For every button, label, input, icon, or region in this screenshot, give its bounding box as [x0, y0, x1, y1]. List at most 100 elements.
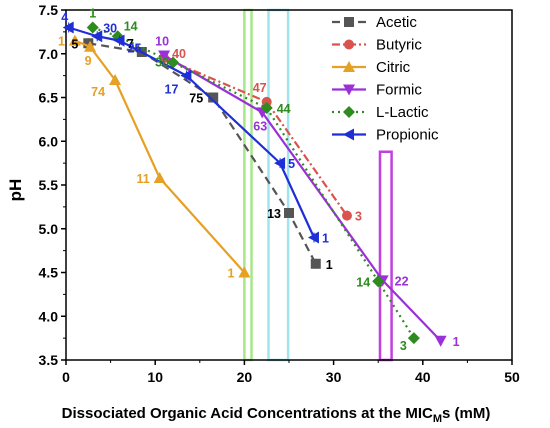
- data-label-formic: 1: [453, 335, 460, 349]
- data-label-citric: 1: [227, 267, 234, 281]
- x-axis-title-unit: (mM): [450, 405, 490, 422]
- data-label-formic: 22: [395, 274, 409, 288]
- highlight-band-3: [378, 150, 393, 362]
- data-label-acetic: 75: [189, 92, 203, 106]
- data-label-propionic: 1: [322, 232, 329, 246]
- y-tick-label: 7.5: [39, 2, 59, 18]
- x-axis-title-subscript: M: [433, 413, 442, 425]
- series-line-formic: [163, 54, 442, 342]
- y-tick-label: 4.0: [39, 308, 59, 324]
- data-label-citric: 1: [58, 35, 65, 49]
- x-axis-title: Dissociated Organic Acid Concentrations …: [62, 405, 491, 425]
- legend-label-formic: Formic: [376, 82, 422, 99]
- data-label-formic: 10: [155, 35, 169, 49]
- legend-label-acetic: Acetic: [376, 14, 417, 31]
- data-label-llactic: 44: [277, 102, 291, 116]
- y-tick-label: 6.0: [39, 133, 59, 149]
- y-axis: 3.5 4.0 4.5 5.0 5.5 6.0 6.5 7.0 7.5: [39, 2, 66, 368]
- data-point-formic: [158, 50, 171, 62]
- y-tick-label: 5.5: [39, 177, 59, 193]
- data-label-butyric: 40: [172, 47, 186, 61]
- data-point-llactic: [407, 332, 420, 345]
- data-label-llactic: 3: [400, 339, 407, 353]
- data-label-llactic: 14: [356, 275, 370, 289]
- data-point-propionic: [274, 157, 286, 170]
- data-label-butyric: 47: [253, 81, 267, 95]
- y-axis-title: pH: [6, 179, 25, 202]
- data-label-formic: 63: [253, 119, 267, 133]
- highlight-band-2: [267, 8, 290, 362]
- data-point-acetic: [83, 38, 94, 49]
- data-label-acetic: 1: [326, 258, 333, 272]
- data-point-acetic: [310, 258, 321, 269]
- data-point-acetic: [284, 208, 294, 218]
- y-tick-label: 6.5: [39, 90, 59, 106]
- x-tick-label: 0: [62, 369, 70, 385]
- data-label-propionic: 25: [128, 42, 142, 56]
- data-point-propionic: [307, 231, 319, 244]
- series-line-citric: [74, 39, 246, 274]
- data-label-acetic: 13: [267, 207, 281, 221]
- series-propionic: [62, 21, 319, 244]
- x-tick-label: 20: [237, 369, 253, 385]
- data-label-acetic: 5: [71, 37, 78, 51]
- series-line-llactic: [92, 26, 415, 339]
- x-axis: 0 10 20 30 40 50: [62, 360, 520, 385]
- highlight-bands: [243, 8, 393, 362]
- data-point-llactic: [260, 102, 273, 114]
- series-citric: [68, 34, 251, 278]
- data-label-llactic: 30: [155, 56, 169, 70]
- data-point-butyric: [261, 96, 272, 107]
- x-tick-label: 30: [326, 369, 342, 385]
- data-label-propionic: 30: [103, 21, 117, 35]
- data-point-citric: [68, 34, 81, 46]
- data-label-llactic: 1: [89, 7, 96, 21]
- data-point-propionic: [113, 34, 125, 47]
- x-tick-label: 40: [415, 369, 431, 385]
- data-point-citric: [238, 266, 251, 278]
- legend: Acetic Butyric Citric Formic L-Lactic Propion…: [332, 14, 439, 144]
- data-label-propionic: 4: [61, 11, 68, 25]
- x-axis-title-main: Dissociated Organic Acid Concentrations …: [62, 405, 433, 422]
- legend-label-llactic: L-Lactic: [376, 104, 429, 121]
- series-line-propionic: [68, 26, 315, 238]
- data-point-propionic: [180, 69, 192, 82]
- y-tick-label: 4.5: [39, 265, 59, 281]
- y-tick-label: 3.5: [39, 352, 59, 368]
- legend-marker-llactic: [343, 106, 355, 118]
- data-point-propionic: [62, 21, 74, 34]
- highlight-band-1: [243, 8, 253, 362]
- data-point-formic: [434, 335, 447, 347]
- legend-label-citric: Citric: [376, 59, 411, 76]
- data-point-llactic: [86, 21, 99, 34]
- data-point-llactic: [167, 56, 180, 69]
- data-point-citric: [109, 74, 122, 85]
- legend-marker-formic: [343, 84, 355, 96]
- data-label-acetic: 7: [127, 37, 134, 51]
- data-point-propionic: [91, 30, 103, 43]
- data-label-citric: 74: [91, 85, 105, 99]
- data-label-llactic: 14: [124, 19, 138, 33]
- legend-label-propionic: Propionic: [376, 127, 439, 144]
- legend-marker-butyric: [344, 39, 354, 50]
- legend-label-butyric: Butyric: [376, 37, 422, 54]
- x-tick-label: 50: [504, 369, 520, 385]
- x-axis-title-s: s: [442, 405, 450, 422]
- series-layer: [62, 21, 447, 347]
- data-label-citric: 11: [136, 172, 149, 186]
- legend-marker-propionic: [343, 128, 354, 141]
- data-label-propionic: 5: [288, 157, 295, 171]
- data-point-citric: [84, 40, 97, 52]
- y-tick-label: 5.0: [39, 221, 59, 237]
- series-acetic: [83, 38, 321, 269]
- legend-marker-acetic: [344, 17, 354, 27]
- data-label-propionic: 17: [165, 83, 179, 97]
- data-point-llactic: [372, 275, 385, 288]
- data-point-butyric: [341, 210, 352, 221]
- data-label-butyric: 3: [355, 210, 362, 224]
- data-label-citric: 9: [85, 54, 92, 68]
- data-point-citric: [153, 172, 166, 183]
- series-line-butyric: [163, 57, 348, 217]
- data-labels: 5 775131404731974111106322111430441434302…: [58, 7, 460, 354]
